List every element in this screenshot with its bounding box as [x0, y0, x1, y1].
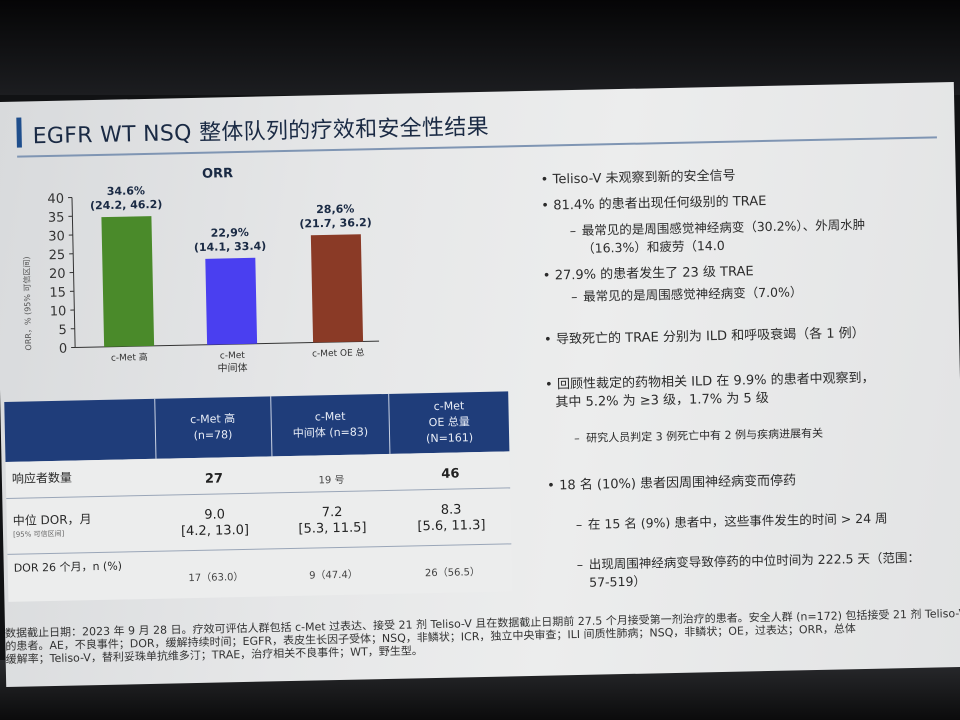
x-tick-label: 中间体 — [217, 361, 247, 375]
y-tick-label: 30 — [48, 229, 65, 244]
bullet-text: 研究人员判定 3 例死亡中有 2 例与疾病进展有关 — [586, 426, 824, 445]
y-axis-label: ORR，% (95% 可信区间) — [21, 256, 33, 350]
bullet-text: 最常见的是周围感觉神经病变（7.0%） — [583, 284, 803, 304]
bullet-text: 81.4% 的患者出现任何级别的 TRAE — [553, 193, 767, 214]
bullet-continuation: 57-519） — [589, 571, 646, 591]
bar-value-label: 34.6% — [107, 184, 145, 198]
bullet-continuation: 其中 5.2% 为 ≥3 级，1.7% 为 5 级 — [555, 387, 769, 410]
row-divider — [7, 543, 512, 555]
bullet-text: 57-519） — [589, 573, 647, 590]
dor-table: c-Met 高 (n=78) c-Met 中间体 (n=83) c-Met OE… — [4, 391, 513, 602]
safety-bullets: • Teliso-V 未观察到新的安全信号 • 81.4% 的患者出现任何级别的 T… — [540, 160, 960, 590]
orr-chart-svg: ORR ORR，% (95% 可信区间) 0 5 10 15 20 25 30 35 40 34… — [21, 166, 380, 375]
bullet-item: • 27.9% 的患者发生了 23 级 TRAE — [542, 264, 754, 284]
x-tick-label: c-Met OE 总 — [312, 346, 365, 359]
bar-ci-label: (21.7, 36.2) — [299, 216, 372, 231]
table-cell: 46 — [441, 466, 460, 482]
bar-value-label: 22,9% — [211, 226, 249, 240]
slide-title: EGFR WT NSQ 整体队列的疗效和安全性结果 — [32, 114, 490, 150]
title-accent-bar — [16, 117, 22, 148]
bullet-item: • Teliso-V 未观察到新的安全信号 — [540, 168, 736, 188]
bullet-text: 导致死亡的 TRAE 分别为 ILD 和呼吸衰竭（各 1 例） — [555, 325, 865, 348]
y-tick-label: 10 — [50, 304, 67, 319]
header-cmet-high: c-Met 高 (n=78) — [154, 396, 271, 458]
table-header: c-Met 高 (n=78) c-Met 中间体 (n=83) c-Met OE… — [4, 391, 510, 462]
table-cell: 9.0 — [204, 507, 226, 523]
table-cell: [5.6, 11.3] — [417, 517, 486, 535]
x-tick-label: c-Met 高 — [111, 351, 148, 364]
bar-ci-label: (24.2, 46.2) — [90, 198, 163, 213]
bullet-text: 27.9% 的患者发生了 23 级 TRAE — [554, 264, 754, 284]
bar-value-label: 28,6% — [316, 202, 354, 216]
sub-bullet-item: – 在 15 名 (9%) 患者中，这些事件发生的时间 > 24 周 — [575, 510, 888, 533]
table-body: 响应者数量 27 19 号 46 中位 DOR，月 [95% 可信区间] 9.0… — [5, 451, 513, 602]
table-cell: 7.2 — [321, 504, 343, 521]
y-tick-label: 0 — [59, 342, 68, 357]
bar — [310, 234, 364, 343]
header-line: (n=78) — [193, 428, 233, 443]
bullet-item: • 81.4% 的患者出现任何级别的 TRAE — [541, 193, 767, 214]
bullet-text: 在 15 名 (9%) 患者中，这些事件发生的时间 > 24 周 — [587, 510, 888, 532]
room-ceiling — [0, 0, 960, 95]
sub-bullet-item: – 最常见的是周围感觉神经病变（7.0%） — [571, 284, 803, 305]
header-line: (N=161) — [425, 431, 474, 446]
row-label-responders: 响应者数量 — [11, 470, 73, 486]
chart-title: ORR — [202, 166, 233, 182]
table-cell: 8.3 — [440, 502, 462, 518]
y-tick-label: 40 — [47, 192, 64, 207]
table-cell: 9（47.4） — [309, 569, 358, 582]
orr-chart: ORR ORR，% (95% 可信区间) 0 5 10 15 20 25 30 35 40 34… — [15, 154, 500, 389]
row-label-dor26: DOR 26 个月，n (%) — [13, 559, 123, 575]
bar — [101, 216, 155, 347]
y-tick-label: 25 — [49, 248, 66, 263]
bullet-text: （16.3%）和疲劳（14.0 — [582, 237, 725, 256]
y-tick-label: 20 — [49, 267, 66, 282]
sub-bullet-item: – 研究人员判定 3 例死亡中有 2 例与疾病进展有关 — [574, 426, 824, 446]
table-cell: 27 — [204, 471, 224, 487]
table-cell: [5.3, 11.5] — [298, 520, 367, 537]
bullet-continuation: （16.3%）和疲劳（14.0 — [582, 235, 725, 257]
bullet-text: 18 名 (10%) 患者因周围神经病变而停药 — [558, 473, 797, 494]
sub-bullet-item: – 出现周围神经病变导致停药的中位时间为 222.5 天（范围： — [576, 549, 921, 573]
projected-slide: EGFR WT NSQ 整体队列的疗效和安全性结果 ORR ORR，% (95%… — [0, 82, 960, 687]
table-cell: 19 号 — [318, 474, 345, 487]
bullet-item: • 18 名 (10%) 患者因周围神经病变而停药 — [546, 473, 797, 494]
bullet-text: Teliso-V 未观察到新的安全信号 — [552, 168, 736, 188]
header-cmet-total: c-Met OE 总量 (N=161) — [389, 391, 509, 453]
bullet-item: • 导致死亡的 TRAE 分别为 ILD 和呼吸衰竭（各 1 例） — [543, 325, 865, 348]
y-tick-label: 5 — [58, 323, 67, 338]
bullet-text: 其中 5.2% 为 ≥3 级，1.7% 为 5 级 — [555, 390, 769, 411]
slide-header: EGFR WT NSQ 整体队列的疗效和安全性结果 — [16, 96, 937, 158]
table-cell: 17（63.0） — [188, 571, 244, 585]
table-cell: 26（56.5） — [424, 567, 481, 580]
slide-footnote: 数据截止日期：2023 年 9 月 28 日。疗效可评估人群包括 c-Met 过… — [5, 607, 960, 666]
table-cell: [4.2, 13.0] — [180, 522, 250, 540]
x-tick-label: c-Met — [220, 351, 246, 362]
header-cmet-mid: c-Met 中间体 (n=83) — [271, 394, 389, 456]
y-tick-label: 15 — [49, 285, 66, 300]
bar-ci-label: (14.1, 33.4) — [194, 240, 267, 255]
bullet-text: 出现周围神经病变导致停药的中位时间为 222.5 天（范围： — [588, 549, 921, 572]
row-sublabel-ci: [95% 可信区间] — [12, 529, 65, 539]
header-line: 中间体 (n=83) — [292, 425, 369, 440]
y-tick-label: 35 — [48, 210, 65, 225]
bar — [205, 257, 258, 345]
row-label-median-dor: 中位 DOR，月 — [12, 512, 92, 528]
row-divider — [6, 487, 511, 499]
